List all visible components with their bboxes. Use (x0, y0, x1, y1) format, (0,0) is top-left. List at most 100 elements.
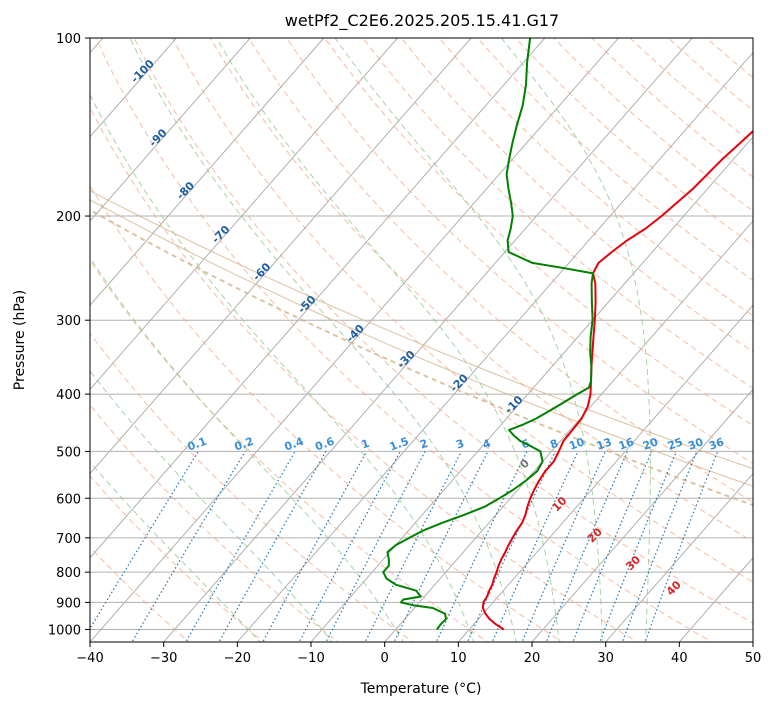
mixing-ratio-line (131, 451, 246, 642)
isotherm-line (90, 38, 546, 559)
dry-adiabat-line (477, 38, 753, 281)
boundary-curve (90, 199, 753, 487)
dry-adiabat-line (90, 106, 638, 642)
x-tick-label: −20 (224, 651, 251, 666)
x-tick-label: −40 (76, 651, 103, 666)
mixing-ratio-label: 1.5 (388, 435, 411, 454)
adiabat-label: -30 (395, 348, 418, 371)
moist-adiabat-line (90, 370, 333, 642)
moist-adiabat-line (501, 38, 651, 642)
mixing-ratio-line (491, 451, 579, 642)
y-tick-label: 200 (56, 210, 81, 225)
dry-adiabat-line (133, 38, 753, 624)
dry-adiabat-line (95, 38, 713, 642)
isotherm-line (678, 557, 753, 642)
series-layer (382, 38, 753, 631)
dry-adiabat-line (515, 38, 753, 246)
moist-adiabat-line (334, 38, 603, 642)
dry-adiabat-line (209, 38, 753, 543)
mixing-ratio-label: 3 (454, 437, 466, 452)
dry-adiabat-line (90, 546, 190, 642)
mixing-ratio-label: 2 (418, 437, 430, 452)
isotherm-line (90, 38, 325, 306)
moist-adiabat-line (216, 38, 560, 642)
x-tick-label: 20 (524, 651, 541, 666)
mixing-ratio-line (393, 451, 489, 642)
mixing-ratio-line (599, 451, 677, 642)
x-tick-label: −10 (297, 651, 324, 666)
moist-adiabat-line (129, 38, 517, 642)
isopleth-labels: 0.1 0.2 0.4 0.6 1 1.5 2 3 4 6 8 10 13 16 20 25 30 36-100-… (128, 57, 726, 598)
mixing-ratio-label: 16 (617, 435, 636, 453)
x-axis-label: Temperature (°C) (360, 681, 482, 697)
dry-adiabat-line (90, 404, 340, 642)
isotherm-line (90, 38, 472, 475)
isotherm-line (605, 472, 753, 642)
mixing-ratio-line (325, 451, 426, 642)
dry-adiabat-line (248, 38, 753, 503)
mixing-ratio-label: 0.2 (233, 435, 256, 454)
y-tick-label: 400 (56, 388, 81, 403)
mixing-ratio-line (545, 451, 629, 642)
isotherm-line (310, 136, 753, 642)
mixing-ratio-line (644, 451, 719, 642)
isotherm-line (531, 388, 753, 642)
adiabat-label: 0 (518, 456, 533, 471)
isotherm-line (90, 38, 178, 138)
x-tick-label: 0 (381, 651, 389, 666)
temperature-line (481, 129, 753, 631)
mixing-ratio-line (218, 451, 327, 642)
x-tick-label: −30 (150, 651, 177, 666)
adiabat-label: 30 (623, 553, 643, 573)
adiabat-label: -10 (502, 393, 525, 416)
isotherm-line (163, 38, 693, 642)
dry-adiabat-line (705, 38, 753, 79)
y-tick-label: 800 (56, 566, 81, 581)
mixing-ratio-label: 0.6 (313, 435, 336, 454)
boundary-curve (90, 208, 753, 507)
grid-layer (90, 38, 753, 642)
mixing-ratio-line (185, 451, 296, 642)
x-tick-label: 30 (597, 651, 614, 666)
dry-adiabat-line (324, 38, 753, 427)
mixing-ratio-label: 8 (548, 437, 560, 452)
adiabat-label: 20 (585, 525, 605, 545)
mixing-ratio-line (90, 451, 199, 630)
mixing-ratio-label: 0.1 (186, 435, 209, 454)
adiabat-label: -90 (146, 126, 169, 149)
mixing-ratio-line (572, 451, 653, 642)
moist-adiabat-line (90, 461, 261, 642)
mixing-ratio-label: 13 (595, 435, 614, 452)
isotherm-line (384, 220, 753, 642)
dry-adiabat-line (362, 38, 753, 389)
x-tick-label: 10 (450, 651, 467, 666)
y-tick-label: 100 (56, 32, 81, 47)
mixing-ratio-line (298, 451, 401, 642)
mixing-ratio-label: 20 (641, 435, 660, 453)
dry-adiabat-line (90, 475, 265, 642)
mixing-ratio-line (466, 451, 556, 642)
mixing-ratio-label: 0.4 (283, 435, 306, 454)
x-tick-label: 40 (671, 651, 688, 666)
mixing-ratio-label: 10 (567, 435, 586, 453)
dry-adiabat-line (171, 38, 753, 583)
mixing-ratio-label: 1 (360, 437, 372, 452)
dry-adiabat-line (286, 38, 753, 465)
moist-adiabat-line (90, 93, 475, 642)
y-axis-label: Pressure (hPa) (12, 290, 28, 390)
mixing-ratio-label: 36 (707, 435, 726, 453)
plot-frame (89, 37, 754, 643)
adiabat-label: 10 (550, 494, 570, 514)
y-tick-label: 900 (56, 596, 81, 611)
dry-adiabat-line (90, 332, 414, 642)
isotherm-line (236, 51, 753, 642)
mixing-ratio-line (262, 451, 368, 642)
axes-layer: −40 −30 −20 −10 0 10 20 30 40 5010009008007006005… (48, 32, 761, 666)
y-tick-label: 700 (56, 532, 81, 547)
mixing-ratio-label: 30 (686, 435, 705, 453)
y-tick-label: 600 (56, 492, 81, 507)
y-tick-label: 300 (56, 314, 81, 329)
adiabat-label: -50 (295, 293, 318, 316)
dewpoint-line (382, 38, 594, 631)
